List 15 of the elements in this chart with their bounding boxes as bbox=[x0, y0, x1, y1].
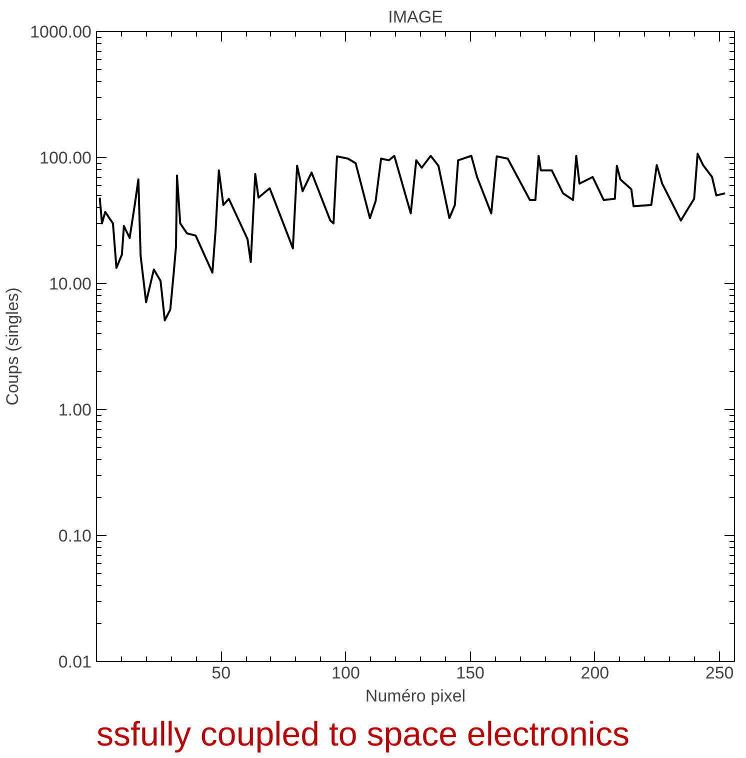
x-tick-label: 250 bbox=[705, 664, 734, 682]
y-tick-label: 1000.00 bbox=[30, 22, 92, 42]
y-tick-label: 0.01 bbox=[58, 652, 92, 672]
y-tick-label: 100.00 bbox=[40, 148, 92, 168]
text: ssfully coupled to space electronics bbox=[96, 716, 630, 754]
x-tick-label: 50 bbox=[212, 664, 231, 682]
y-tick-label: 0.10 bbox=[58, 526, 92, 546]
x-tick-label: 100 bbox=[332, 664, 360, 682]
x-tick-label: 150 bbox=[456, 664, 485, 682]
y-tick-label: 10.00 bbox=[48, 274, 92, 294]
x-axis-title: Numéro pixel bbox=[365, 686, 466, 706]
x-tick-label: 200 bbox=[580, 664, 610, 682]
y-axis-title: Coups (singles) bbox=[3, 287, 22, 406]
y-tick-label: 1.00 bbox=[58, 400, 92, 420]
chart-title: IMAGE bbox=[388, 8, 443, 26]
